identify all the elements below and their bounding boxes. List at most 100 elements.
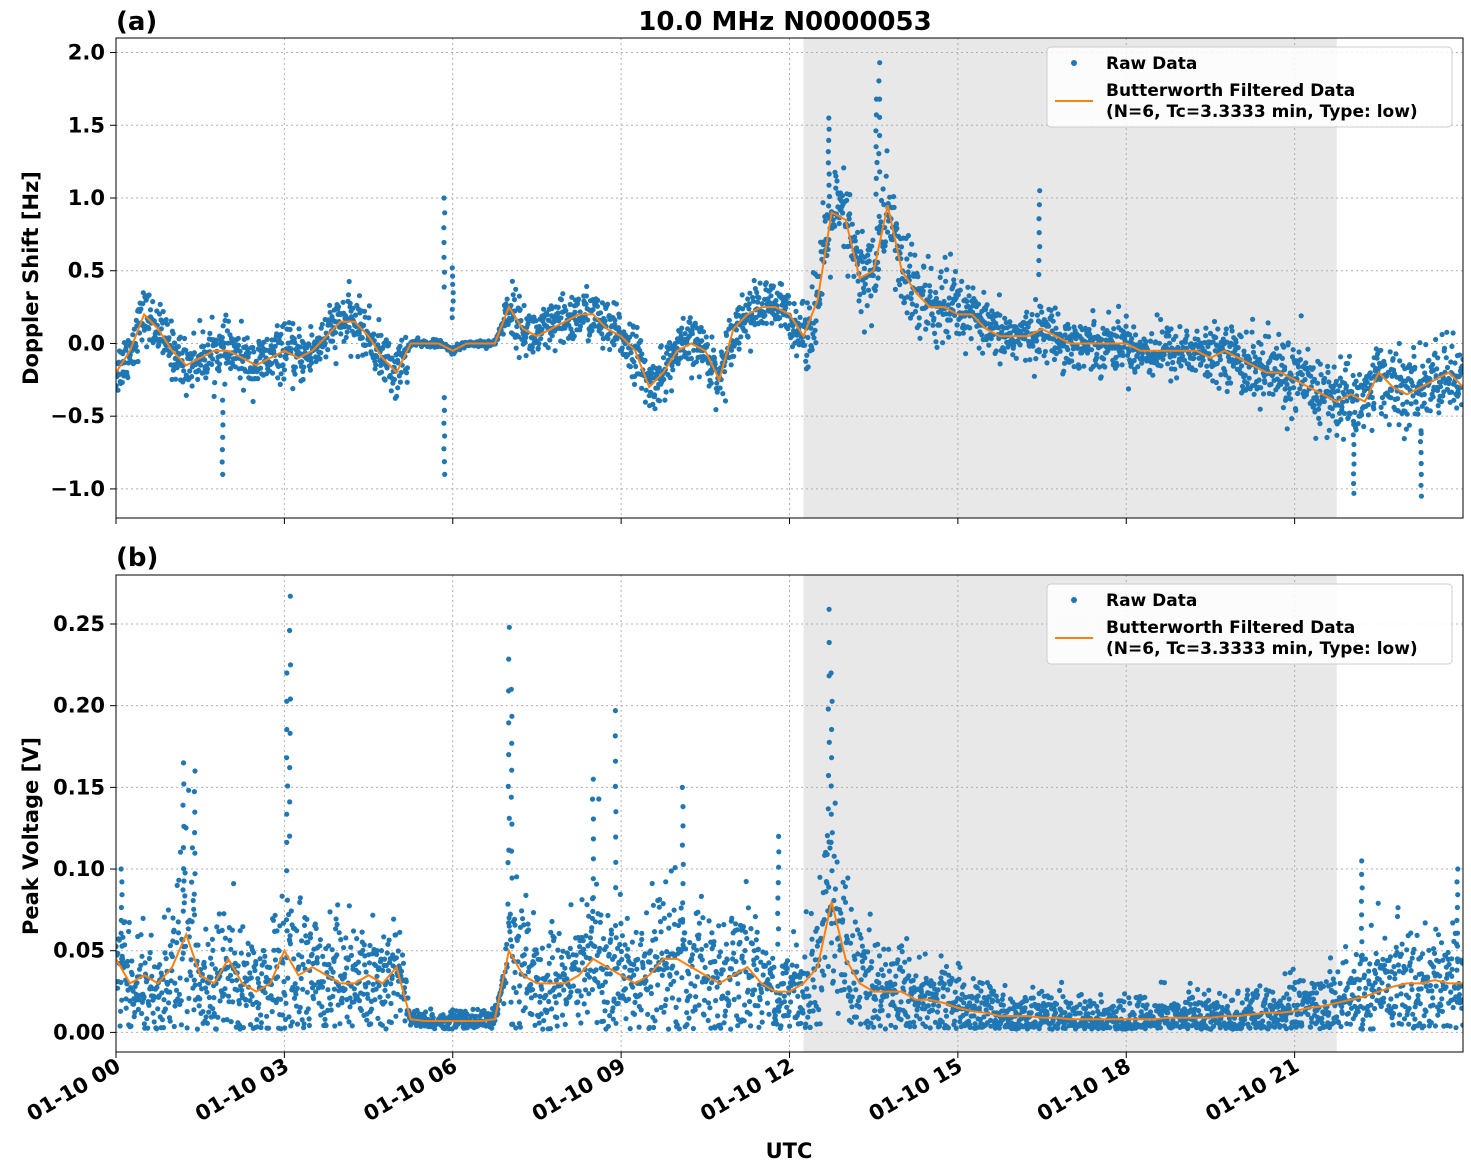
raw-data-point [292, 981, 298, 987]
raw-data-point [300, 961, 306, 968]
raw-data-point [1308, 373, 1314, 379]
raw-data-point [1034, 338, 1040, 344]
raw-data-point [178, 998, 184, 1004]
raw-data-point [599, 331, 605, 337]
raw-data-point [1172, 366, 1178, 372]
raw-data-point [521, 922, 527, 928]
raw-data-point [585, 338, 592, 344]
raw-data-point [683, 946, 689, 952]
raw-data-point [237, 348, 243, 354]
raw-data-point [171, 1023, 177, 1030]
raw-data-point [171, 927, 177, 933]
raw-data-point [988, 336, 994, 342]
raw-data-point [289, 1019, 295, 1025]
raw-data-point [378, 948, 385, 954]
raw-data-point [347, 300, 353, 306]
raw-data-point [245, 354, 251, 360]
raw-data-point [560, 339, 567, 345]
raw-data-point [1129, 336, 1135, 342]
raw-data-point [167, 989, 173, 995]
raw-data-point [728, 966, 735, 972]
raw-data-point [720, 967, 726, 973]
panel-a-ylabel: Doppler Shift [Hz] [19, 171, 43, 385]
raw-data-point [219, 334, 225, 341]
raw-data-point [1168, 326, 1174, 332]
raw-data-point [184, 1025, 190, 1031]
raw-data-point [1334, 432, 1340, 438]
raw-data-point [705, 1017, 711, 1024]
raw-data-point [1297, 386, 1303, 392]
raw-data-point [631, 972, 637, 978]
raw-data-point [826, 115, 832, 121]
raw-data-point [826, 203, 832, 209]
raw-data-point [770, 955, 776, 961]
raw-data-point [154, 984, 160, 991]
raw-data-point [665, 1026, 672, 1032]
raw-data-point [1337, 383, 1343, 389]
raw-data-point [552, 348, 558, 354]
raw-data-point [561, 987, 567, 993]
raw-data-point [529, 987, 536, 993]
raw-data-point [714, 975, 720, 981]
raw-data-point [546, 943, 552, 949]
raw-data-point [658, 1004, 664, 1011]
raw-data-point [118, 979, 124, 986]
raw-data-point [307, 931, 314, 937]
raw-data-point [297, 344, 303, 350]
raw-data-point [1256, 377, 1262, 383]
raw-data-point [239, 987, 245, 993]
raw-data-point [1355, 421, 1361, 427]
raw-data-point [346, 903, 352, 909]
raw-data-point [549, 955, 556, 961]
raw-data-point [1406, 422, 1412, 428]
raw-data-point [376, 965, 382, 971]
raw-data-point [1017, 342, 1023, 348]
raw-data-point [868, 293, 874, 299]
raw-data-point [1034, 312, 1040, 318]
raw-data-point [1290, 347, 1296, 353]
raw-data-point [670, 963, 676, 969]
raw-data-point [228, 946, 234, 952]
raw-data-point [332, 1023, 338, 1029]
raw-data-point [387, 956, 393, 962]
raw-data-point [722, 1013, 728, 1019]
raw-data-point [167, 943, 173, 949]
raw-data-point [230, 999, 236, 1005]
raw-data-point [175, 343, 181, 350]
raw-data-point [404, 365, 410, 371]
raw-data-point [577, 309, 583, 315]
raw-data-point [509, 943, 515, 949]
raw-data-point [897, 282, 903, 288]
raw-data-point [1066, 325, 1072, 331]
raw-data-point [876, 151, 882, 157]
raw-data-point [717, 385, 723, 391]
raw-data-point [1397, 358, 1403, 364]
raw-data-point [1381, 400, 1387, 406]
raw-data-point [784, 1004, 790, 1010]
raw-data-point [405, 995, 411, 1001]
raw-data-point [638, 338, 644, 344]
raw-data-point [204, 1020, 210, 1026]
raw-data-point [547, 1026, 554, 1032]
raw-data-point [1364, 379, 1370, 385]
raw-data-point [423, 1009, 429, 1015]
raw-data-point [537, 999, 543, 1005]
raw-data-point [639, 351, 645, 357]
raw-data-point [442, 210, 448, 216]
raw-data-point [545, 345, 551, 351]
raw-data-point [299, 1017, 305, 1023]
raw-data-point [1382, 362, 1388, 368]
raw-data-point [1147, 338, 1154, 344]
raw-data-point [1439, 399, 1445, 405]
raw-data-point [222, 986, 228, 992]
raw-data-point [1037, 244, 1043, 250]
raw-data-point [524, 990, 530, 996]
raw-data-point [926, 283, 933, 289]
raw-data-point [361, 942, 367, 948]
raw-data-point [1102, 364, 1108, 370]
raw-data-point [370, 981, 376, 987]
raw-data-point [711, 355, 718, 361]
raw-data-point [449, 315, 455, 321]
raw-data-point [959, 278, 965, 284]
legend-filtered-label-line1: Butterworth Filtered Data [1106, 81, 1355, 101]
